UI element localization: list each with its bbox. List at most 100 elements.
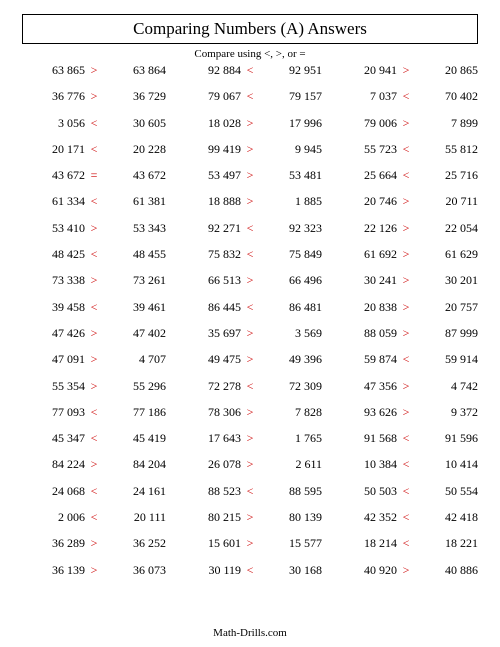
comparison-operator: > — [241, 117, 259, 129]
number-right: 73 261 — [103, 274, 166, 286]
comparison-row: 20 941>20 865 — [334, 64, 478, 90]
number-left: 66 513 — [178, 274, 241, 286]
comparison-operator: < — [241, 485, 259, 497]
comparison-operator: > — [85, 564, 103, 576]
comparison-operator: < — [397, 537, 415, 549]
number-right: 79 157 — [259, 90, 322, 102]
number-left: 79 067 — [178, 90, 241, 102]
comparison-operator: > — [397, 564, 415, 576]
comparison-row: 26 078>2 611 — [178, 458, 322, 484]
page-subtitle: Compare using <, >, or = — [22, 48, 478, 60]
number-right: 22 054 — [415, 222, 478, 234]
number-left: 93 626 — [334, 406, 397, 418]
number-right: 36 252 — [103, 537, 166, 549]
comparison-operator: > — [397, 380, 415, 392]
comparison-row: 36 289>36 252 — [22, 537, 166, 563]
number-left: 78 306 — [178, 406, 241, 418]
number-right: 53 343 — [103, 222, 166, 234]
comparison-operator: < — [397, 485, 415, 497]
comparison-operator: < — [397, 353, 415, 365]
number-left: 47 091 — [22, 353, 85, 365]
number-left: 53 497 — [178, 169, 241, 181]
comparison-row: 55 354>55 296 — [22, 380, 166, 406]
number-right: 55 812 — [415, 143, 478, 155]
comparison-operator: > — [241, 511, 259, 523]
number-right: 59 914 — [415, 353, 478, 365]
number-left: 77 093 — [22, 406, 85, 418]
comparison-row: 79 006>7 899 — [334, 117, 478, 143]
comparison-row: 36 139>36 073 — [22, 564, 166, 590]
comparison-row: 35 697>3 569 — [178, 327, 322, 353]
page-footer: Math-Drills.com — [0, 627, 500, 639]
comparison-operator: < — [397, 458, 415, 470]
comparison-row: 15 601>15 577 — [178, 537, 322, 563]
comparison-row: 88 523<88 595 — [178, 485, 322, 511]
comparison-operator: < — [397, 169, 415, 181]
comparison-row: 99 419>9 945 — [178, 143, 322, 169]
comparison-row: 66 513>66 496 — [178, 274, 322, 300]
number-right: 42 418 — [415, 511, 478, 523]
comparison-operator: < — [85, 143, 103, 155]
number-right: 4 742 — [415, 380, 478, 392]
number-right: 75 849 — [259, 248, 322, 260]
comparison-operator: < — [241, 380, 259, 392]
comparison-operator: < — [397, 511, 415, 523]
comparison-row: 7 037<70 402 — [334, 90, 478, 116]
comparison-row: 63 865>63 864 — [22, 64, 166, 90]
comparison-operator: > — [397, 301, 415, 313]
number-left: 35 697 — [178, 327, 241, 339]
comparison-row: 59 874<59 914 — [334, 353, 478, 379]
comparison-operator: < — [85, 511, 103, 523]
comparison-operator: < — [85, 406, 103, 418]
comparison-operator: > — [397, 195, 415, 207]
comparison-row: 36 776>36 729 — [22, 90, 166, 116]
comparison-row: 18 888>1 885 — [178, 195, 322, 221]
comparison-operator: > — [397, 274, 415, 286]
number-right: 15 577 — [259, 537, 322, 549]
number-right: 9 945 — [259, 143, 322, 155]
comparison-operator: > — [241, 537, 259, 549]
number-left: 47 426 — [22, 327, 85, 339]
number-right: 20 757 — [415, 301, 478, 313]
number-right: 48 455 — [103, 248, 166, 260]
number-left: 92 884 — [178, 64, 241, 76]
number-right: 61 381 — [103, 195, 166, 207]
number-right: 9 372 — [415, 406, 478, 418]
comparison-operator: > — [241, 432, 259, 444]
number-right: 4 707 — [103, 353, 166, 365]
number-left: 61 692 — [334, 248, 397, 260]
comparison-row: 88 059>87 999 — [334, 327, 478, 353]
number-left: 18 888 — [178, 195, 241, 207]
number-left: 79 006 — [334, 117, 397, 129]
number-left: 99 419 — [178, 143, 241, 155]
number-right: 45 419 — [103, 432, 166, 444]
comparison-operator: > — [85, 537, 103, 549]
number-left: 15 601 — [178, 537, 241, 549]
comparison-operator: < — [397, 143, 415, 155]
number-right: 47 402 — [103, 327, 166, 339]
comparison-row: 92 271<92 323 — [178, 222, 322, 248]
number-left: 20 171 — [22, 143, 85, 155]
number-right: 72 309 — [259, 380, 322, 392]
number-left: 20 941 — [334, 64, 397, 76]
comparison-operator: > — [85, 274, 103, 286]
comparison-operator: > — [241, 169, 259, 181]
comparison-operator: > — [397, 406, 415, 418]
number-right: 77 186 — [103, 406, 166, 418]
comparison-row: 20 171<20 228 — [22, 143, 166, 169]
number-right: 86 481 — [259, 301, 322, 313]
number-left: 49 475 — [178, 353, 241, 365]
number-right: 36 073 — [103, 564, 166, 576]
comparison-row: 18 028>17 996 — [178, 117, 322, 143]
comparison-row: 22 126>22 054 — [334, 222, 478, 248]
number-right: 39 461 — [103, 301, 166, 313]
comparison-row: 20 746>20 711 — [334, 195, 478, 221]
comparison-operator: < — [241, 90, 259, 102]
comparison-row: 24 068<24 161 — [22, 485, 166, 511]
comparison-row: 92 884<92 951 — [178, 64, 322, 90]
comparison-row: 30 119<30 168 — [178, 564, 322, 590]
comparison-operator: > — [85, 222, 103, 234]
number-right: 66 496 — [259, 274, 322, 286]
number-right: 36 729 — [103, 90, 166, 102]
number-right: 20 228 — [103, 143, 166, 155]
